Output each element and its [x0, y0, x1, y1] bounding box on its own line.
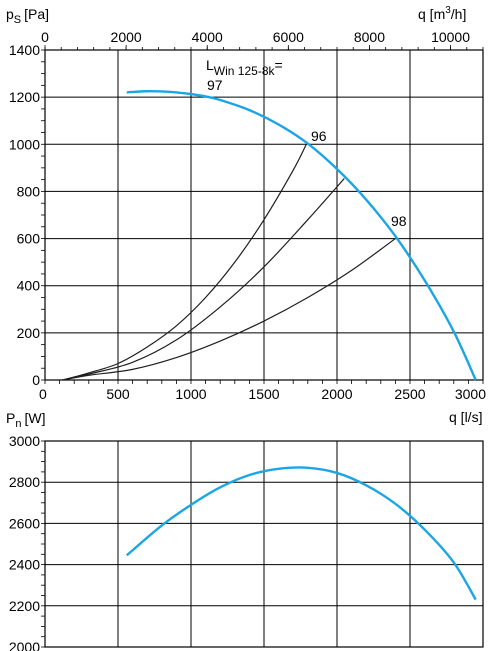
y-tick-label: 0	[32, 372, 40, 388]
power-y-tick-label: 2600	[9, 515, 40, 531]
pressure-axis-ticks: 0 500 1000 1500 2000 2500 3000 0 200 400 600 800 100…	[9, 29, 486, 402]
curve-label-96: 96	[311, 128, 327, 144]
y-tick-label: 600	[17, 231, 41, 247]
top-x-tick-label: 8000	[354, 29, 385, 45]
top-x-tick-label: 6000	[273, 29, 304, 45]
power-y-tick-label: 2000	[9, 639, 40, 651]
pressure-chart: 0 500 1000 1500 2000 2500 3000 0 200 400 600 800 100…	[6, 5, 486, 425]
x-tick-label: 0	[39, 386, 47, 402]
top-x-tick-label: 0	[41, 29, 49, 45]
x-tick-label: 2500	[394, 386, 425, 402]
power-grid	[45, 441, 483, 647]
y-tick-label: 1400	[9, 42, 40, 58]
pressure-series	[62, 90, 477, 381]
power-axis-ticks: 2000 2200 2400 2600 2800 3000	[9, 433, 45, 651]
system-curve	[62, 238, 396, 381]
power-series	[125, 466, 477, 601]
power-y-tick-label: 3000	[9, 433, 40, 449]
top-x-tick-label: 2000	[111, 29, 142, 45]
y-tick-label: 800	[17, 183, 41, 199]
power-y-label: Pn [W]	[6, 410, 45, 430]
pressure-grid	[45, 50, 483, 380]
power-chart: 2000 2200 2400 2600 2800 3000 Pn [W]	[6, 410, 484, 651]
pressure-y-label: pS [Pa]	[6, 6, 49, 26]
y-tick-label: 1200	[9, 89, 40, 105]
top-x-axis-label: q [m3/h]	[418, 5, 466, 22]
curve-annotation: LWin 125-8k=	[206, 57, 283, 78]
y-tick-label: 1000	[9, 136, 40, 152]
power-curve	[125, 466, 477, 601]
power-y-tick-label: 2200	[9, 598, 40, 614]
pressure-curve	[126, 90, 477, 381]
x-tick-label: 500	[106, 386, 130, 402]
power-y-tick-label: 2800	[9, 474, 40, 490]
top-x-tick-label: 10000	[431, 29, 470, 45]
x-tick-label: 2000	[321, 386, 352, 402]
x-tick-label: 1000	[175, 386, 206, 402]
curve-label-97: 97	[207, 77, 223, 93]
power-y-tick-label: 2400	[9, 557, 40, 573]
system-curve	[62, 144, 307, 381]
y-tick-label: 200	[17, 325, 41, 341]
top-x-tick-label: 4000	[192, 29, 223, 45]
x-tick-label: 3000	[455, 386, 486, 402]
system-curve	[62, 178, 345, 381]
y-tick-label: 400	[17, 278, 41, 294]
curve-label-98: 98	[391, 213, 407, 229]
x-axis-label: q [l/s]	[449, 409, 482, 425]
x-tick-label: 1500	[248, 386, 279, 402]
